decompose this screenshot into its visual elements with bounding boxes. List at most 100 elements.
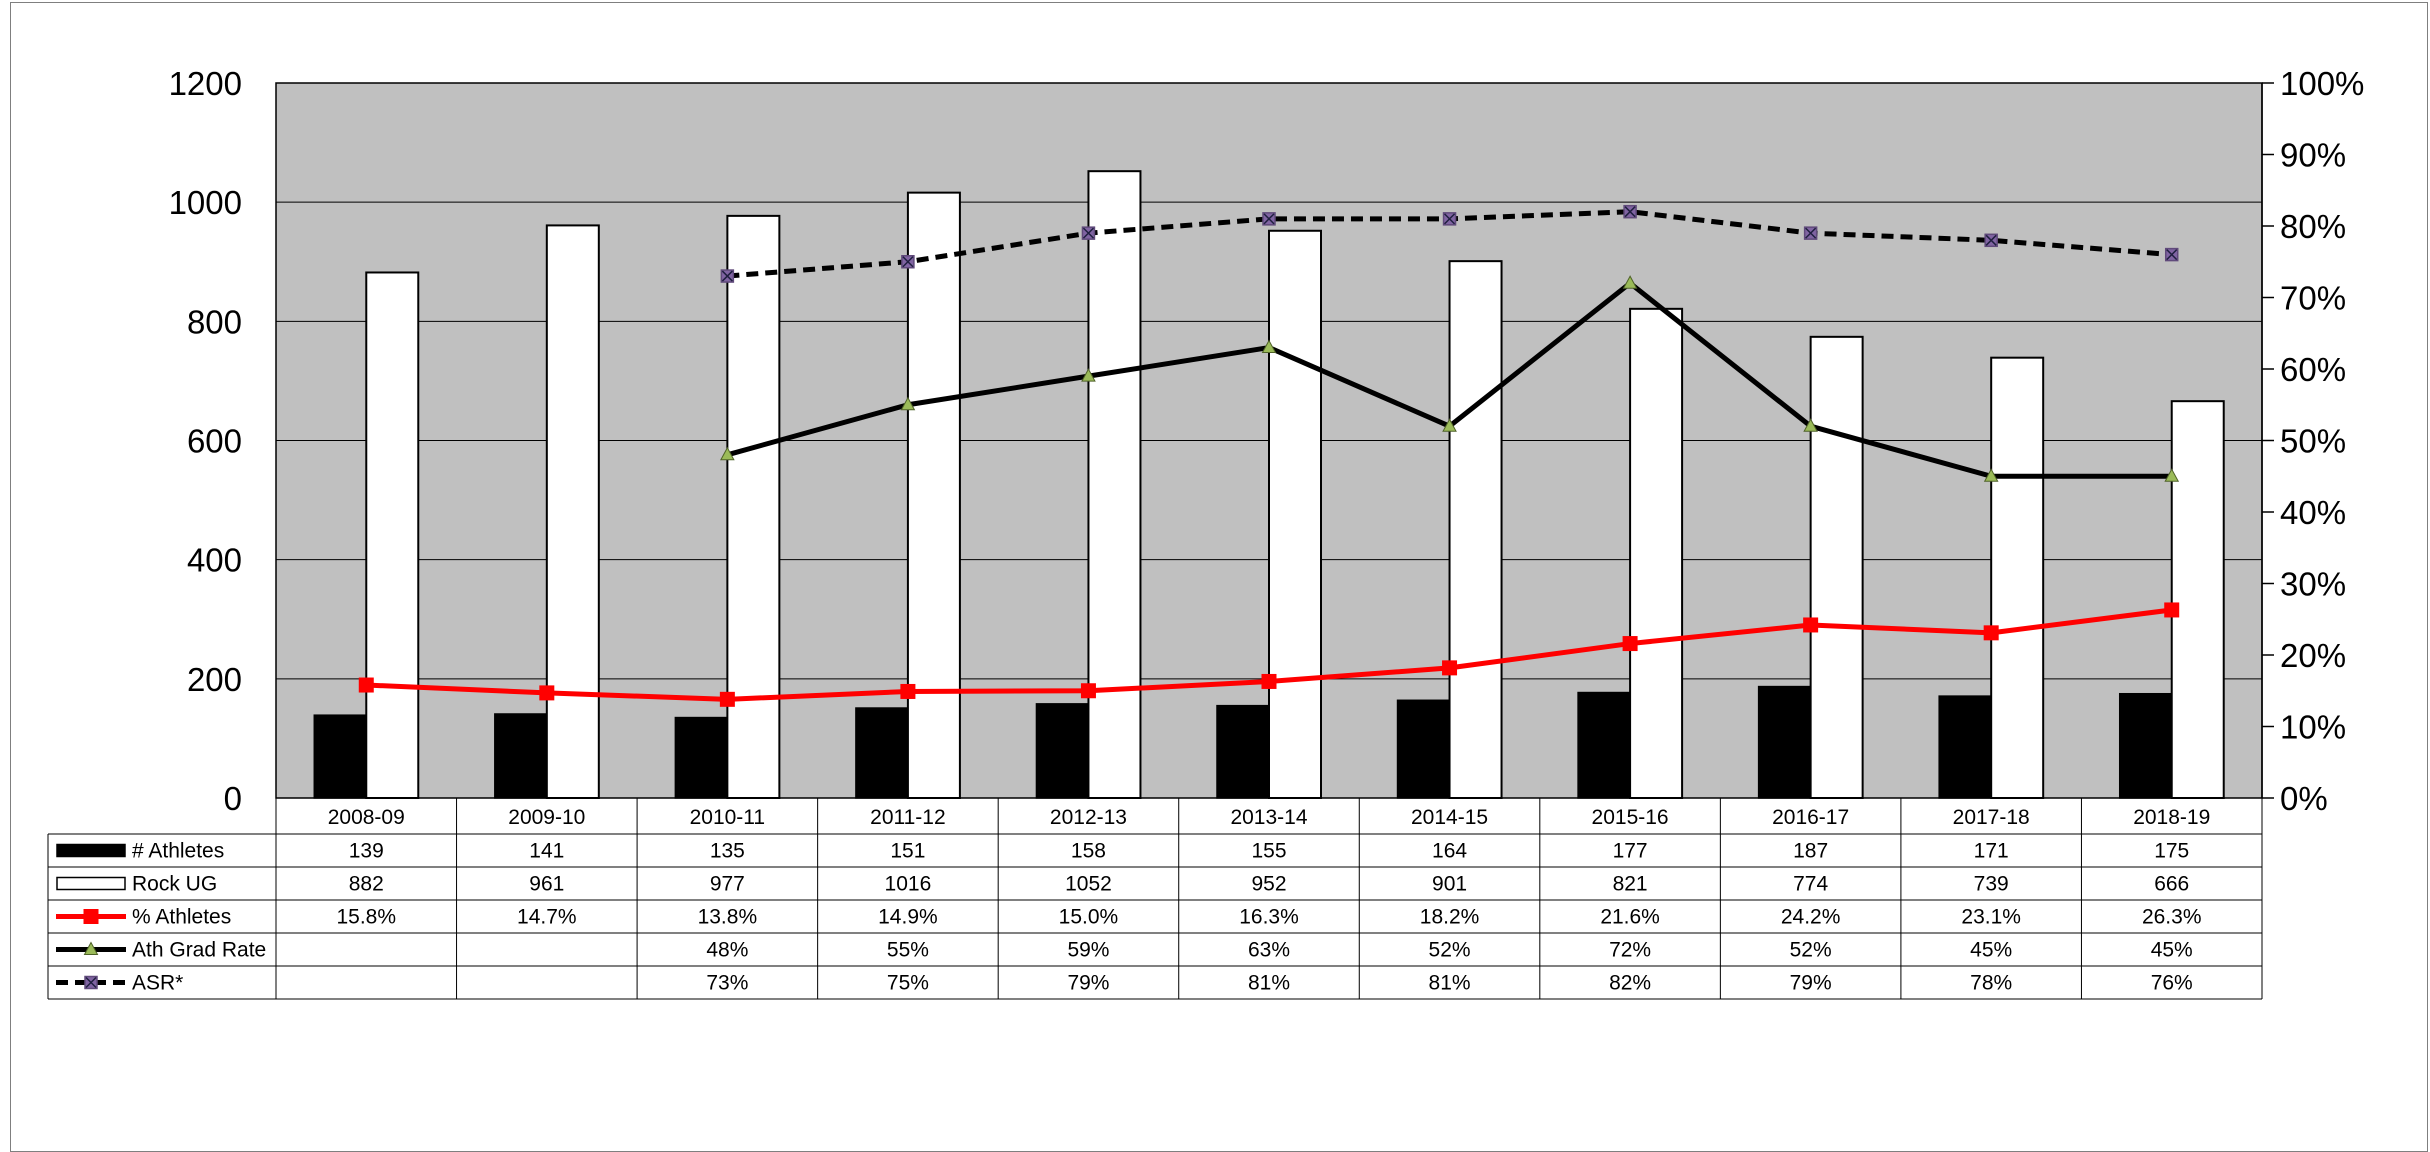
marker-x-cross: [1263, 213, 1275, 225]
marker-square: [539, 685, 555, 701]
category-label: 2015-16: [1592, 806, 1669, 829]
table-cell-value: 45%: [1970, 939, 2012, 962]
right-axis-tick-label: 70%: [2280, 280, 2346, 317]
table-cell-value: 79%: [1790, 972, 1832, 995]
table-cell-value: 1016: [885, 873, 932, 896]
table-cell-value: 13.8%: [698, 906, 758, 929]
bar-athletes: [2118, 692, 2173, 799]
table-cell-value: 52%: [1790, 939, 1832, 962]
marker-x-cross: [902, 256, 914, 268]
table-cell-value: 139: [349, 840, 384, 863]
table-cell-value: 164: [1432, 840, 1467, 863]
legend-key-bar: [56, 843, 126, 858]
table-cell-value: 63%: [1248, 939, 1290, 962]
table-cell-value: 158: [1071, 840, 1106, 863]
table-cell-value: 666: [2154, 873, 2189, 896]
category-label: 2008-09: [328, 806, 405, 829]
table-cell-value: 75%: [887, 972, 929, 995]
category-label: 2016-17: [1772, 806, 1849, 829]
table-cell-value: 15.8%: [336, 906, 396, 929]
bar-athletes: [494, 713, 548, 799]
bar-rock-ug: [1268, 229, 1322, 799]
marker-triangle: [1442, 418, 1457, 432]
marker-x-cross: [2166, 249, 2178, 261]
marker-triangle: [1622, 275, 1638, 289]
marker-square: [358, 677, 374, 693]
table-cell-value: 171: [1974, 840, 2009, 863]
table-cell-value: 177: [1613, 840, 1648, 863]
marker-triangle: [720, 446, 735, 461]
table-cell-value: 18.2%: [1420, 906, 1480, 929]
category-label: 2013-14: [1230, 806, 1307, 829]
table-cell-value: 901: [1432, 873, 1467, 896]
bar-rock-ug: [545, 224, 600, 799]
table-cell-value: 45%: [2151, 939, 2193, 962]
table-cell-value: 135: [710, 840, 745, 863]
right-axis-tick-label: 90%: [2280, 137, 2346, 174]
marker-square: [900, 683, 916, 699]
left-axis-tick-label: 1200: [169, 65, 242, 102]
marker-x-cross: [85, 976, 97, 989]
marker-triangle: [1803, 418, 1818, 432]
marker-triangle: [900, 396, 916, 411]
table-cell-value: 81%: [1429, 972, 1471, 995]
marker-x-cross: [1624, 206, 1636, 218]
bar-rock-ug: [365, 271, 420, 800]
table-cell-value: 739: [1974, 873, 2009, 896]
table-cell-value: 16.3%: [1239, 906, 1299, 929]
legend-key-bar: [56, 876, 126, 891]
bar-athletes: [1938, 695, 1992, 799]
right-axis-tick-label: 0%: [2280, 780, 2328, 817]
table-cell-value: 79%: [1067, 972, 1109, 995]
bar-rock-ug: [1809, 335, 1864, 799]
legend-label: # Athletes: [132, 840, 224, 863]
left-axis-tick-label: 200: [187, 661, 242, 698]
marker-square: [1080, 683, 1096, 699]
left-axis-tick-label: 0: [224, 780, 242, 817]
marker-x-cross: [1805, 227, 1817, 239]
table-cell-value: 774: [1793, 873, 1828, 896]
table-cell-value: 81%: [1248, 972, 1290, 995]
marker-square: [1622, 636, 1638, 652]
bar-athletes: [855, 707, 909, 799]
table-cell-value: 72%: [1609, 939, 1651, 962]
bar-rock-ug: [1448, 260, 1503, 799]
table-cell-value: 48%: [706, 939, 748, 962]
table-cell-value: 821: [1613, 873, 1648, 896]
right-axis-tick-label: 100%: [2280, 65, 2364, 102]
bar-athletes: [1757, 685, 1812, 799]
left-axis-tick-label: 800: [187, 303, 242, 340]
table-cell-value: 21.6%: [1600, 906, 1660, 929]
bar-athletes: [313, 714, 368, 799]
table-cell-value: 59%: [1067, 939, 1109, 962]
table-cell-value: 155: [1251, 840, 1286, 863]
right-axis-tick-label: 40%: [2280, 494, 2346, 531]
legend-label: % Athletes: [132, 906, 231, 929]
table-cell-value: 151: [890, 840, 925, 863]
bar-rock-ug: [1990, 356, 2045, 799]
bar-athletes: [1396, 699, 1451, 799]
right-axis-tick-label: 10%: [2280, 709, 2346, 746]
table-cell-value: 14.7%: [517, 906, 577, 929]
category-label: 2011-12: [870, 806, 946, 829]
marker-x-cross: [1444, 213, 1456, 225]
marker-square: [1803, 617, 1819, 633]
category-label: 2012-13: [1050, 806, 1127, 829]
right-axis-tick-label: 20%: [2280, 637, 2346, 674]
table-cell-value: 14.9%: [878, 906, 938, 929]
table-cell-value: 141: [529, 840, 564, 863]
marker-square: [2164, 602, 2180, 618]
bar-rock-ug: [2170, 400, 2225, 799]
table-cell-value: 78%: [1970, 972, 2012, 995]
bar-athletes: [674, 716, 729, 799]
legend-label: Ath Grad Rate: [132, 939, 266, 962]
legend-label: Rock UG: [132, 873, 217, 896]
marker-square: [1442, 660, 1458, 676]
table-cell-value: 961: [529, 873, 564, 896]
marker-triangle: [1261, 339, 1277, 354]
right-axis-tick-label: 60%: [2280, 351, 2346, 388]
category-label: 2014-15: [1411, 806, 1488, 829]
table-cell-value: 24.2%: [1781, 906, 1841, 929]
bar-athletes: [1216, 704, 1270, 799]
